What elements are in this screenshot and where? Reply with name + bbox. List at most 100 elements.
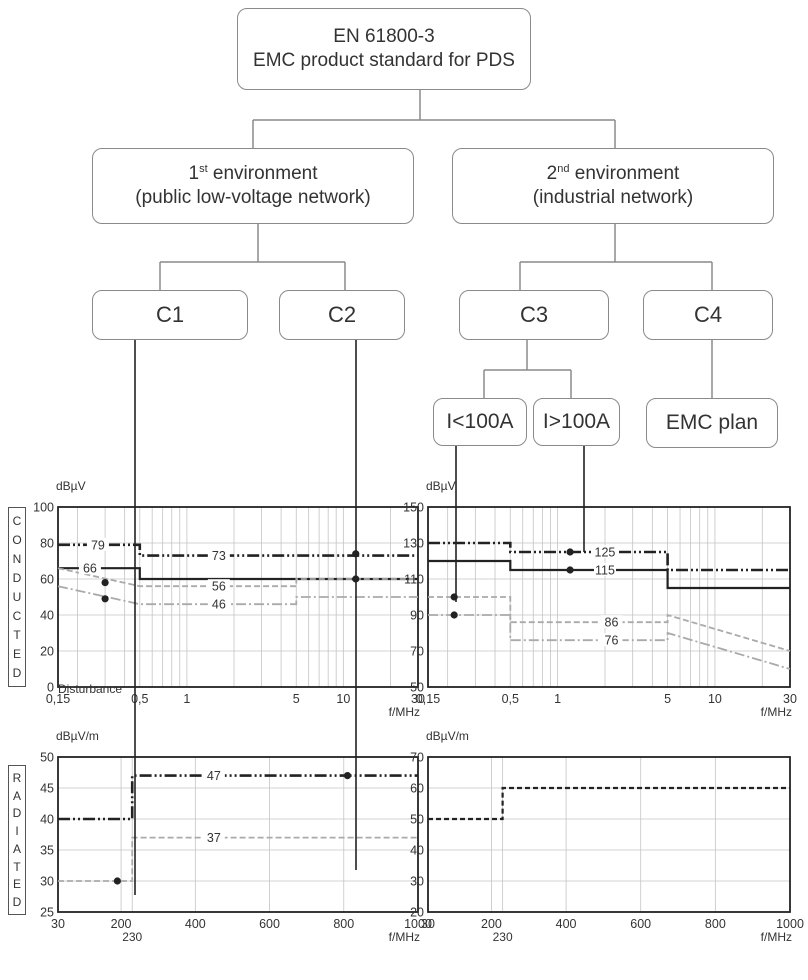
y-tick-label: 150 (403, 501, 424, 515)
data-label: 56 (212, 580, 226, 594)
y-tick-label: 90 (410, 609, 424, 623)
y-tick-label: 35 (40, 844, 54, 858)
data-label-bg (600, 615, 623, 629)
x-tick-label-extra: 230 (493, 930, 513, 944)
y-tick-label: 110 (404, 573, 424, 587)
environment-1-word: environment (207, 163, 318, 185)
series-line (58, 567, 418, 581)
data-label: 46 (212, 598, 226, 612)
standard-title: EN 61800-3 (333, 26, 435, 48)
x-tick-label-extra: 230 (122, 930, 142, 944)
series-line (57, 567, 418, 588)
category-c2-label: C2 (327, 302, 357, 328)
data-label-bg (202, 830, 225, 844)
radiated-letter: E (12, 877, 21, 892)
x-axis-label: f/MHz (389, 705, 420, 719)
series-line (428, 614, 791, 670)
data-marker (101, 579, 109, 587)
y-axis-label: dBµV (56, 479, 86, 493)
x-tick-label: 600 (259, 917, 280, 931)
radiated-letter: I (15, 824, 19, 839)
series-line (428, 786, 790, 821)
y-tick-label: 40 (40, 609, 54, 623)
category-c1-box: C1 (92, 290, 248, 340)
environment-1-superscript: st (199, 163, 208, 176)
conducted-letter: D (12, 666, 22, 680)
x-tick-label: 400 (185, 917, 206, 931)
data-label-bg (207, 579, 230, 593)
category-c3-label: C3 (519, 302, 549, 328)
x-tick-label: 1000 (404, 917, 432, 931)
data-label-bg (207, 548, 230, 562)
chart-1: 79 73 66 56 46 0 20 40 60 80 100 0,15 0,5 1 5 10 30 dBµV f… (33, 479, 425, 719)
chart-2: 125 115 86 76 50 70 90 110 130 150 0,15 0,5 1 5 10 30 dB… (403, 479, 797, 719)
radiated-letter: A (12, 788, 21, 803)
x-tick-label: 600 (630, 917, 651, 931)
environment-2-superscript: nd (557, 163, 570, 176)
environment-2-box: 2nd environment (industrial network) (452, 148, 774, 224)
y-tick-label: 30 (40, 875, 54, 889)
y-tick-label: 50 (410, 681, 424, 695)
conducted-letter: U (12, 590, 22, 604)
series-line (428, 596, 791, 652)
y-tick-label: 40 (410, 844, 424, 858)
data-label: 37 (207, 831, 221, 845)
x-tick-label: 30 (51, 917, 65, 931)
conducted-letter: D (12, 571, 22, 585)
radiated-letter: T (13, 859, 21, 874)
y-tick-label: 0 (47, 681, 54, 695)
data-label: 79 (91, 538, 105, 552)
x-tick-label: 0,15 (46, 692, 70, 706)
current-low-label: I<100A (446, 409, 514, 433)
x-tick-label: 800 (333, 917, 354, 931)
environment-2-word: environment (569, 163, 680, 185)
x-axis-label: f/MHz (761, 705, 792, 719)
y-tick-label: 40 (40, 813, 54, 827)
x-tick-label: 5 (293, 692, 300, 706)
environment-1-ordinal: 1 (188, 163, 200, 185)
series-line (57, 585, 418, 606)
x-tick-label: 800 (705, 917, 726, 931)
radiated-letter: A (12, 841, 21, 856)
data-marker (566, 566, 574, 574)
data-label: 125 (595, 546, 616, 560)
x-tick-label: 1 (554, 692, 561, 706)
environment-1-title: 1st environment (189, 162, 318, 186)
y-tick-label: 25 (40, 906, 54, 920)
conducted-letter: T (13, 628, 21, 642)
y-tick-label: 100 (33, 501, 54, 515)
plot-frame (427, 756, 791, 913)
emc-plan-label: EMC plan (665, 410, 759, 434)
conducted-letter: C (12, 514, 22, 528)
data-label-bg (593, 563, 616, 576)
category-c2-box: C2 (279, 290, 405, 340)
category-c1-label: C1 (155, 302, 185, 328)
y-tick-label: 30 (410, 875, 424, 889)
category-c3-box: C3 (459, 290, 609, 340)
y-axis-label: dBµV (426, 479, 456, 493)
x-tick-label: 30 (783, 692, 797, 706)
x-tick-label: 30 (421, 917, 435, 931)
x-axis-label: f/MHz (389, 930, 420, 944)
y-tick-label: 60 (40, 573, 54, 587)
standard-subtitle: EMC product standard for PDS (253, 50, 515, 71)
x-tick-label: 200 (111, 917, 132, 931)
data-marker (566, 548, 574, 556)
conducted-letter: N (12, 552, 22, 566)
standard-box: EN 61800-3 EMC product standard for PDS (237, 8, 531, 90)
x-tick-label: 10 (336, 692, 350, 706)
series-line (428, 559, 790, 590)
x-tick-label: 5 (664, 692, 671, 706)
radiated-letter: D (12, 895, 22, 910)
emc-plan-box: EMC plan (646, 398, 778, 448)
x-axis-label: f/MHz (761, 930, 792, 944)
data-marker (450, 611, 458, 619)
y-tick-label: 70 (410, 751, 424, 765)
data-marker (113, 877, 121, 885)
data-label: 66 (83, 562, 97, 576)
conducted-letter: C (12, 609, 22, 623)
